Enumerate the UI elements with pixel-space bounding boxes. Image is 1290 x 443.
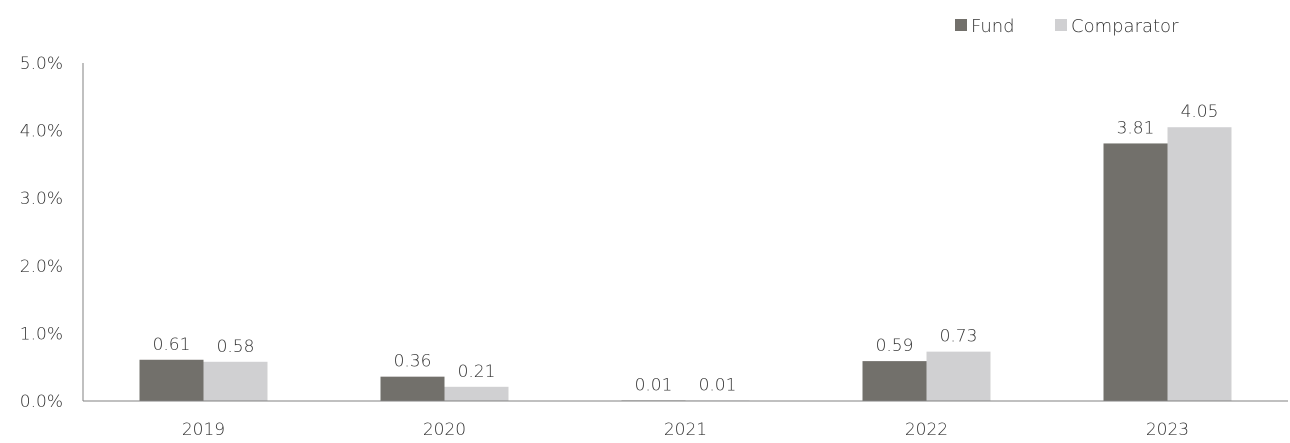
y-tick-label: 5.0% bbox=[20, 54, 63, 74]
x-tick-label: 2020 bbox=[423, 420, 466, 439]
data-label: 0.01 bbox=[699, 375, 737, 395]
data-label: 0.01 bbox=[635, 375, 673, 395]
legend-swatch-fund bbox=[955, 19, 967, 31]
y-tick-label: 2.0% bbox=[20, 257, 63, 277]
x-axis: 2019 2020 2021 2022 2023 bbox=[83, 400, 1288, 440]
y-tick-label: 3.0% bbox=[20, 189, 63, 209]
bar-fund-2020 bbox=[380, 376, 445, 401]
data-label: 0.59 bbox=[876, 336, 914, 356]
x-tick-label: 2019 bbox=[182, 420, 225, 439]
data-label: 0.61 bbox=[153, 335, 191, 355]
data-label: 0.36 bbox=[394, 352, 432, 372]
data-label: 3.81 bbox=[1117, 118, 1155, 138]
data-label: 0.21 bbox=[458, 362, 496, 382]
y-axis: 0.0% 1.0% 2.0% 3.0% 4.0% 5.0% bbox=[20, 54, 84, 412]
bar-fund-2019 bbox=[139, 359, 204, 401]
bar-comparator-2020 bbox=[444, 386, 509, 401]
bar-comparator-2022 bbox=[926, 351, 991, 401]
legend: Fund Comparator bbox=[955, 16, 1179, 37]
bar-fund-2023 bbox=[1103, 143, 1168, 401]
bar-comparator-2019 bbox=[203, 361, 268, 401]
x-tick-label: 2023 bbox=[1146, 420, 1189, 439]
legend-label-comparator: Comparator bbox=[1071, 16, 1179, 37]
y-tick-label: 4.0% bbox=[20, 122, 63, 142]
data-label: 0.58 bbox=[217, 337, 255, 357]
y-tick-label: 0.0% bbox=[20, 392, 63, 412]
legend-swatch-comparator bbox=[1055, 19, 1067, 31]
legend-label-fund: Fund bbox=[971, 16, 1015, 37]
x-tick-label: 2021 bbox=[664, 420, 707, 439]
data-label: 0.73 bbox=[940, 327, 978, 347]
y-tick-label: 1.0% bbox=[20, 324, 63, 344]
data-label: 4.05 bbox=[1181, 102, 1219, 122]
bar-comparator-2023 bbox=[1167, 127, 1232, 401]
bars: 0.61 0.58 0.36 0.21 0.01 0.01 0.59 0.73 3.81 4.05 bbox=[139, 102, 1232, 401]
bar-fund-2022 bbox=[862, 361, 927, 401]
x-tick-label: 2022 bbox=[905, 420, 948, 439]
